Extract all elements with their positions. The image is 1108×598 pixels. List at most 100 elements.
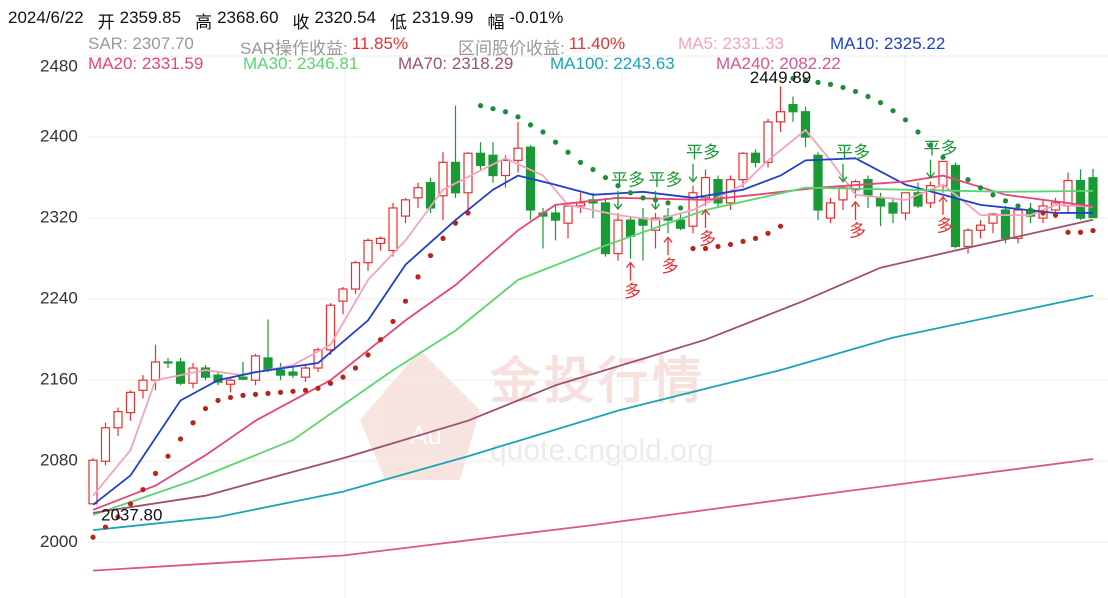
legend-text: MA240: 2082.22 — [716, 54, 841, 73]
candle-body — [263, 357, 273, 371]
sar-dot — [415, 274, 421, 280]
signal-label: 平多 — [836, 143, 870, 162]
candle-body — [738, 152, 748, 181]
sar-dot — [690, 245, 696, 252]
legend-item: MA70: 2318.29 — [398, 54, 513, 74]
signal-arrow-head — [925, 172, 936, 179]
sar-dot — [965, 177, 971, 183]
candle-body — [1075, 180, 1086, 219]
candle-body — [438, 161, 448, 197]
date: 2024/6/22 — [8, 8, 84, 27]
candle-body — [125, 391, 136, 414]
y-tick-label: 2000 — [40, 532, 78, 551]
sar-dot — [815, 79, 821, 85]
header-item: 收 2320.54 — [293, 8, 376, 33]
candle-body — [238, 376, 248, 380]
legend-item: 区间股价收益: 11.40% — [458, 34, 625, 59]
signal-label: 多 — [849, 221, 866, 240]
candle-body — [613, 219, 623, 255]
legend-item: SAR: 2307.70 — [88, 34, 194, 54]
legend-item: MA20: 2331.59 — [88, 54, 203, 74]
candle-body — [1013, 209, 1023, 239]
sar-dot — [190, 420, 196, 426]
candle-body — [575, 202, 586, 207]
candle-body — [750, 152, 761, 163]
candle-body — [325, 304, 336, 351]
candle-body — [163, 361, 173, 364]
signal-label: 平多 — [686, 143, 720, 162]
sar-dot — [1015, 203, 1021, 209]
candle-body — [938, 160, 948, 187]
candle-body — [888, 202, 898, 214]
ma-line — [92, 458, 1094, 572]
header-value: 2368.60 — [217, 8, 279, 27]
header-label: 收 — [292, 13, 310, 32]
signal-arrow-head — [613, 203, 623, 211]
sar-dot — [615, 183, 621, 189]
signal-label: 平多 — [611, 171, 645, 190]
legend-text: 区间股价收益: — [458, 39, 565, 58]
legend-text: SAR操作收益: — [240, 39, 348, 58]
sar-dot — [765, 230, 771, 236]
header-item: 低 2319.99 — [390, 8, 473, 33]
candle-body — [288, 371, 298, 376]
sar-dot — [177, 436, 184, 442]
sar-dot — [627, 190, 634, 196]
watermark-logo — [360, 350, 480, 480]
legend-text: MA70: 2318.29 — [398, 54, 514, 73]
candle-body — [925, 185, 936, 204]
candle-body — [475, 152, 486, 167]
y-tick-label: 2480 — [40, 56, 78, 75]
sar-dot — [440, 235, 446, 241]
candle-body — [275, 369, 286, 376]
candle-body — [500, 159, 511, 177]
candle-body — [100, 427, 111, 462]
sar-dot — [427, 252, 434, 259]
candle-body — [600, 202, 611, 255]
signal-arrow-head — [650, 203, 661, 211]
candle-body — [625, 219, 636, 237]
sar-dot — [302, 387, 309, 393]
sar-dot — [790, 75, 796, 81]
sar-dot — [677, 205, 684, 211]
candle-body — [875, 197, 886, 207]
sar-dot — [152, 470, 159, 476]
candle-body — [338, 288, 348, 302]
header-item: 高 2368.60 — [195, 8, 278, 33]
sar-dot — [1040, 210, 1046, 216]
sar-dot — [452, 220, 459, 226]
legend-item: MA30: 2346.81 — [243, 54, 358, 74]
sar-dot — [990, 192, 996, 198]
candle-body — [913, 192, 923, 207]
sar-dot — [315, 385, 321, 391]
candle-body — [650, 217, 661, 231]
signal-label: 平多 — [649, 171, 683, 190]
candle-body — [88, 459, 98, 505]
sar-dot — [977, 185, 984, 191]
sar-dot — [115, 514, 121, 520]
sar-dot — [465, 210, 471, 216]
candle-body — [825, 202, 836, 219]
candle-body — [1000, 209, 1011, 239]
candle-body — [675, 219, 686, 229]
legend-text: MA30: 2346.81 — [243, 54, 359, 73]
header-value: 2359.85 — [119, 8, 182, 27]
ma-line — [92, 174, 1094, 511]
sar-dot — [1090, 227, 1096, 234]
legend-text: 11.85% — [351, 34, 409, 53]
candle-body — [975, 224, 986, 231]
legend-text: 11.40% — [568, 34, 626, 53]
signal-arrow-head — [688, 176, 698, 183]
candle-body — [138, 379, 148, 391]
legend-text: MA20: 2331.59 — [88, 54, 204, 73]
header: 2024/6/22 开 2359.85 高 2368.60 收 2320.54 低 2319.… — [8, 8, 563, 33]
candle-body — [388, 207, 398, 252]
y-tick-label: 2080 — [40, 451, 78, 470]
sar-dot — [890, 108, 896, 114]
sar-dot — [902, 117, 909, 123]
max-label: 2449.89 — [750, 68, 811, 87]
sar-dot — [802, 77, 809, 83]
sar-dot — [90, 534, 96, 540]
sar-dot — [340, 374, 346, 380]
watermark-logo-text: Au — [410, 420, 442, 450]
